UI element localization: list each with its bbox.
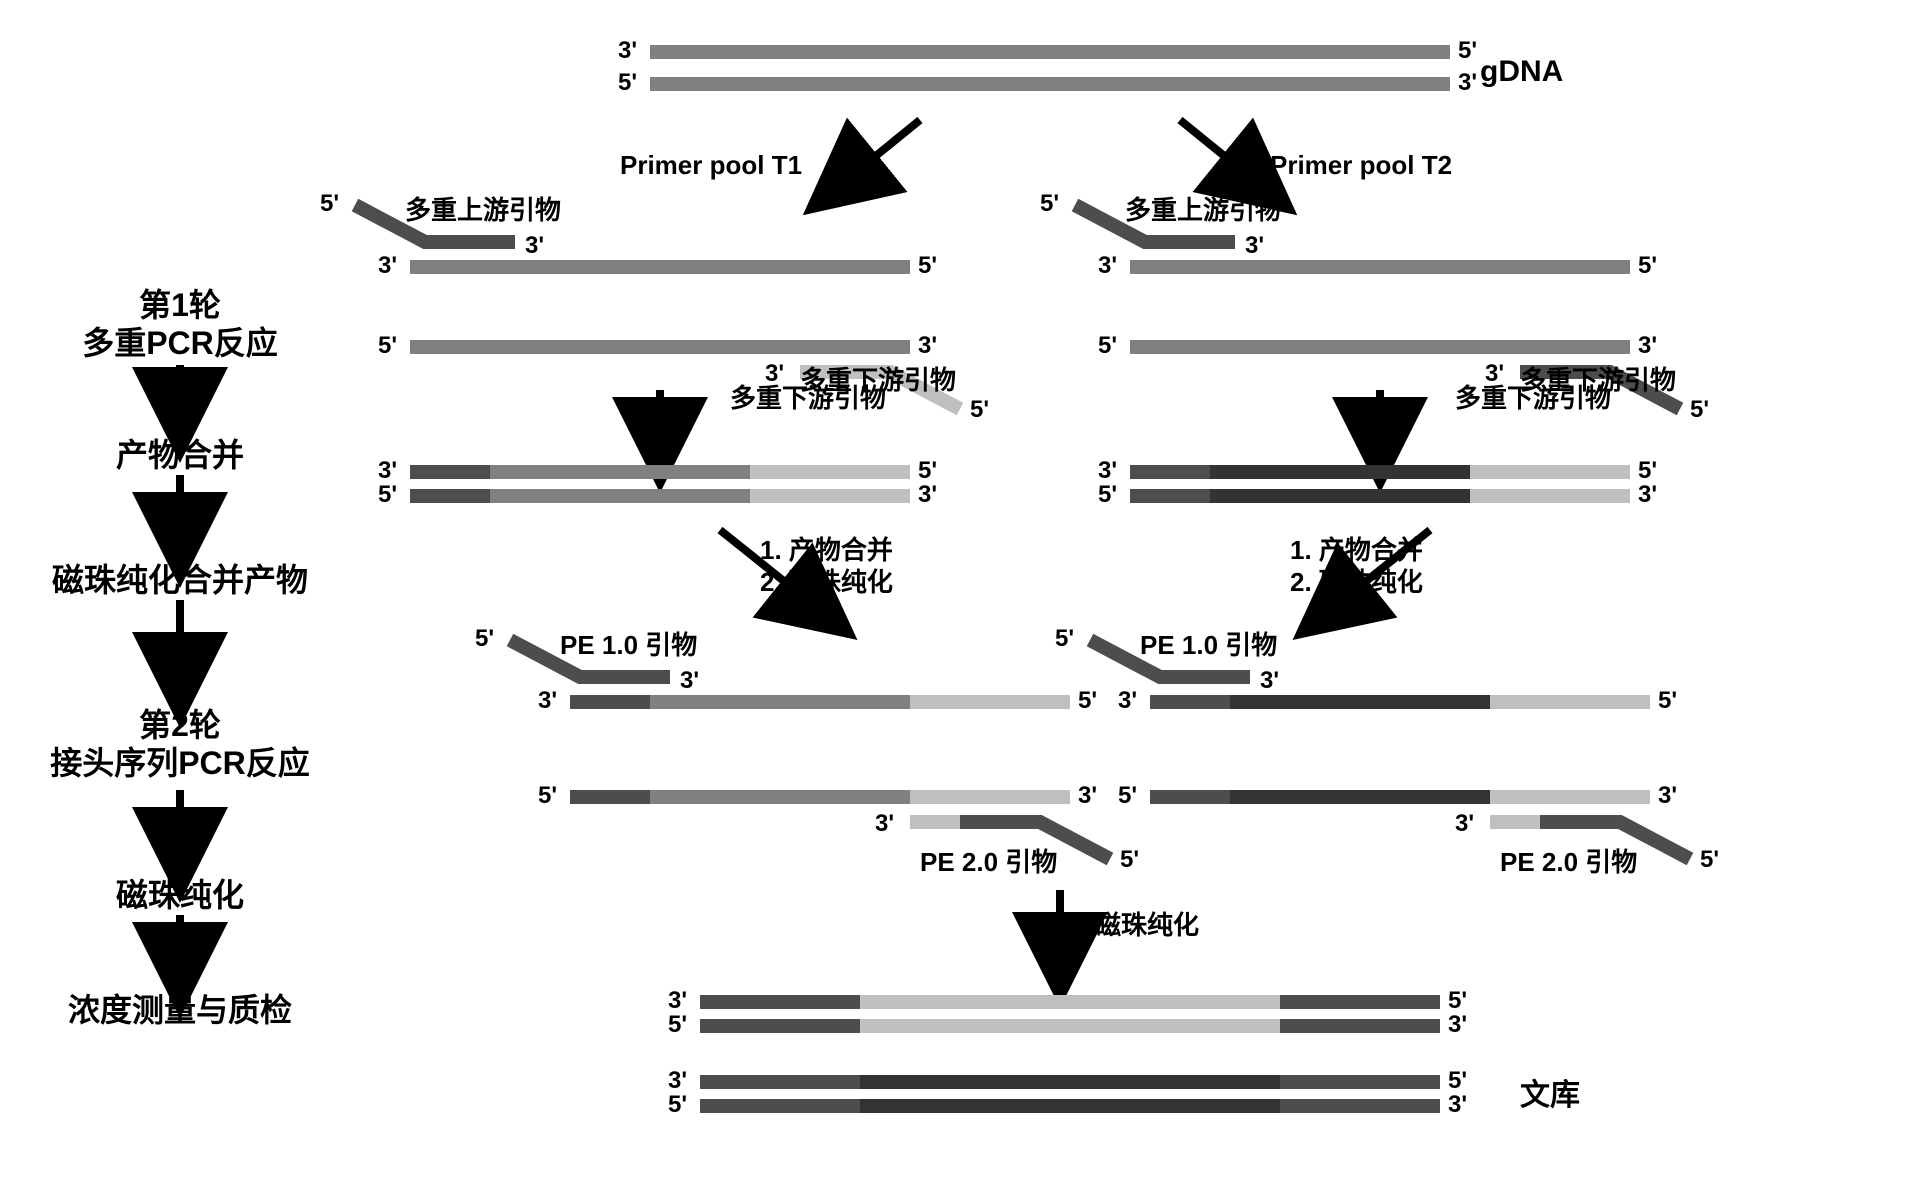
workflow-step: 多重PCR反应 bbox=[82, 318, 278, 364]
workflow-step: 接头序列PCR反应 bbox=[50, 738, 310, 784]
diagram-label: 文库 bbox=[1520, 1070, 1580, 1114]
diagram-label: Primer pool T1 bbox=[620, 150, 802, 181]
diagram-label: PE 2.0 引物 bbox=[920, 842, 1057, 879]
diagram-label: 多重下游引物 bbox=[1455, 378, 1611, 415]
diagram-label: 3' bbox=[1448, 1011, 1467, 1039]
diagram-label: 3' bbox=[680, 667, 699, 695]
diagram-label: 5' bbox=[1700, 846, 1719, 874]
diagram-label: 5' bbox=[1098, 481, 1117, 509]
diagram-label: 5' bbox=[1078, 687, 1097, 715]
workflow-step: 浓度测量与质检 bbox=[68, 985, 292, 1031]
diagram-label: 3' bbox=[618, 37, 637, 65]
diagram-label: 5' bbox=[378, 332, 397, 360]
diagram-label: 3' bbox=[1458, 69, 1477, 97]
workflow-step: 产物合并 bbox=[116, 430, 244, 476]
diagram-html-layer: 3'5'5'3'gDNAPrimer pool T1Primer pool T2… bbox=[0, 0, 1913, 1185]
diagram-label: 多重上游引物 bbox=[405, 190, 561, 227]
diagram-label: 5' bbox=[1458, 37, 1477, 65]
diagram-label: 5' bbox=[1690, 396, 1709, 424]
diagram-label: 5' bbox=[1638, 252, 1657, 280]
diagram-label: 5' bbox=[538, 782, 557, 810]
diagram-label: 5' bbox=[1040, 190, 1059, 218]
diagram-label: PE 2.0 引物 bbox=[1500, 842, 1637, 879]
diagram-label: 3' bbox=[875, 810, 894, 838]
diagram-label: 磁珠纯化 bbox=[1095, 905, 1199, 942]
diagram-label: Primer pool T2 bbox=[1270, 150, 1452, 181]
workflow-step: 磁珠纯化 bbox=[116, 870, 244, 916]
diagram-label: 5' bbox=[1098, 332, 1117, 360]
diagram-label: PE 1.0 引物 bbox=[560, 625, 697, 662]
diagram-label: 5' bbox=[668, 1011, 687, 1039]
diagram-label: 5' bbox=[668, 1091, 687, 1119]
diagram-label: 5' bbox=[1658, 687, 1677, 715]
diagram-label: 5' bbox=[475, 625, 494, 653]
diagram-label: 3' bbox=[1638, 481, 1657, 509]
diagram-label: 3' bbox=[1638, 332, 1657, 360]
workflow-step: 磁珠纯化合并产物 bbox=[52, 555, 308, 601]
diagram-label: 3' bbox=[1260, 667, 1279, 695]
diagram-label: 3' bbox=[538, 687, 557, 715]
diagram-label: 5' bbox=[378, 481, 397, 509]
diagram-label: gDNA bbox=[1480, 55, 1563, 89]
diagram-label: 5' bbox=[320, 190, 339, 218]
diagram-label: 2. 磁珠纯化 bbox=[760, 562, 893, 599]
diagram-label: 3' bbox=[918, 332, 937, 360]
diagram-label: 3' bbox=[1098, 252, 1117, 280]
diagram-label: 5' bbox=[618, 69, 637, 97]
diagram-label: 2. 磁珠纯化 bbox=[1290, 562, 1423, 599]
diagram-label: 3' bbox=[525, 232, 544, 260]
diagram-label: 5' bbox=[970, 396, 989, 424]
diagram-label: 3' bbox=[1455, 810, 1474, 838]
diagram-label: 多重上游引物 bbox=[1125, 190, 1281, 227]
diagram-label: 5' bbox=[1055, 625, 1074, 653]
diagram-label: 3' bbox=[1448, 1091, 1467, 1119]
diagram-label: 3' bbox=[918, 481, 937, 509]
diagram-label: 3' bbox=[1118, 687, 1137, 715]
diagram-label: 3' bbox=[1078, 782, 1097, 810]
diagram-label: 多重下游引物 bbox=[730, 378, 886, 415]
diagram-label: 5' bbox=[1118, 782, 1137, 810]
diagram-label: 5' bbox=[918, 252, 937, 280]
diagram-label: PE 1.0 引物 bbox=[1140, 625, 1277, 662]
diagram-label: 5' bbox=[1120, 846, 1139, 874]
diagram-label: 3' bbox=[1658, 782, 1677, 810]
diagram-label: 3' bbox=[1245, 232, 1264, 260]
diagram-label: 3' bbox=[378, 252, 397, 280]
